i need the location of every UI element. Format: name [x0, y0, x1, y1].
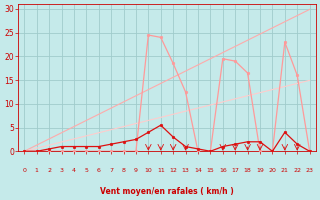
X-axis label: Vent moyen/en rafales ( km/h ): Vent moyen/en rafales ( km/h ): [100, 187, 234, 196]
